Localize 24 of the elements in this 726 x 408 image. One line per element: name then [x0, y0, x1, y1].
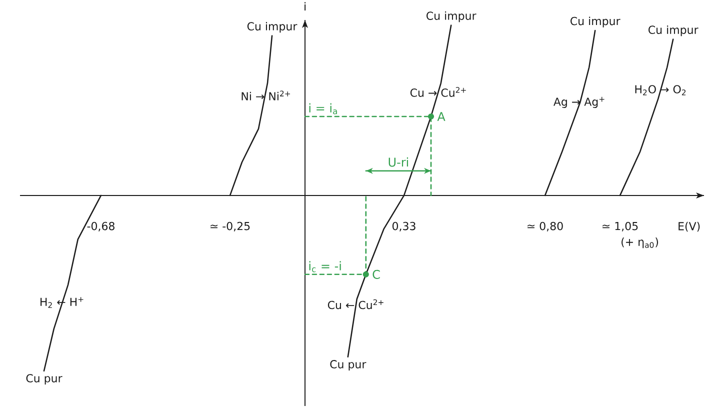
y-axis-title: i: [304, 2, 306, 10]
annotation: Cu impur: [426, 11, 476, 22]
annotation: U-ri: [388, 157, 408, 167]
annotation: Cu impur: [247, 22, 298, 33]
annotation: Cu → Cu$^{2+}$: [410, 87, 466, 97]
annotation: Cu impur: [570, 16, 620, 28]
annotation: Cu pur: [26, 374, 62, 385]
x-tick-label: ≃ -0,25: [210, 222, 250, 232]
annotation: Ag → Ag$^{+}$: [554, 96, 604, 108]
x-tick-label: -0,68: [87, 222, 114, 232]
series-label: i$_{c}$ = -i: [309, 261, 341, 272]
annotation: Cu pur: [330, 360, 366, 371]
annotation: A: [437, 112, 446, 121]
annotation: Cu impur: [648, 25, 698, 36]
annotation: H$_{2}$O → O$_{2}$: [635, 85, 686, 96]
annotation: Cu ← Cu$^{2+}$: [328, 299, 384, 310]
x-tick-label: 0,33: [392, 222, 416, 232]
x-axis-title: E(V): [678, 222, 700, 232]
annotation: C: [372, 270, 380, 279]
annotation: (+ η$_{a0}$): [622, 238, 658, 248]
annotation: Ni → Ni$^{2+}$: [242, 90, 290, 100]
x-tick-label: ≃ 1,05: [602, 222, 638, 232]
series-label: i = i$_{a}$: [309, 103, 337, 114]
x-tick-label: ≃ 0,80: [528, 222, 563, 232]
